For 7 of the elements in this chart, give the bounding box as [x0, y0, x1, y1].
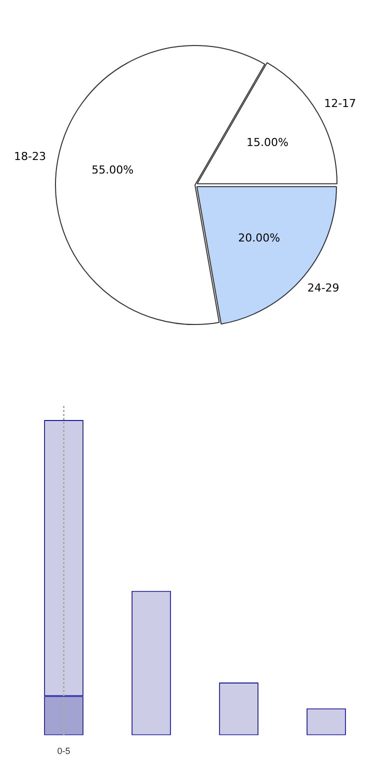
data-label: 55.00%: [92, 163, 134, 176]
data-label: 15.00%: [246, 136, 288, 150]
slice-label: 12-17: [324, 97, 356, 110]
data-label: 20.00%: [238, 232, 280, 245]
slice-label: 24-29: [307, 282, 340, 295]
x-tick-label: 0-5: [57, 746, 70, 756]
slice-label: 18-23: [14, 150, 46, 163]
